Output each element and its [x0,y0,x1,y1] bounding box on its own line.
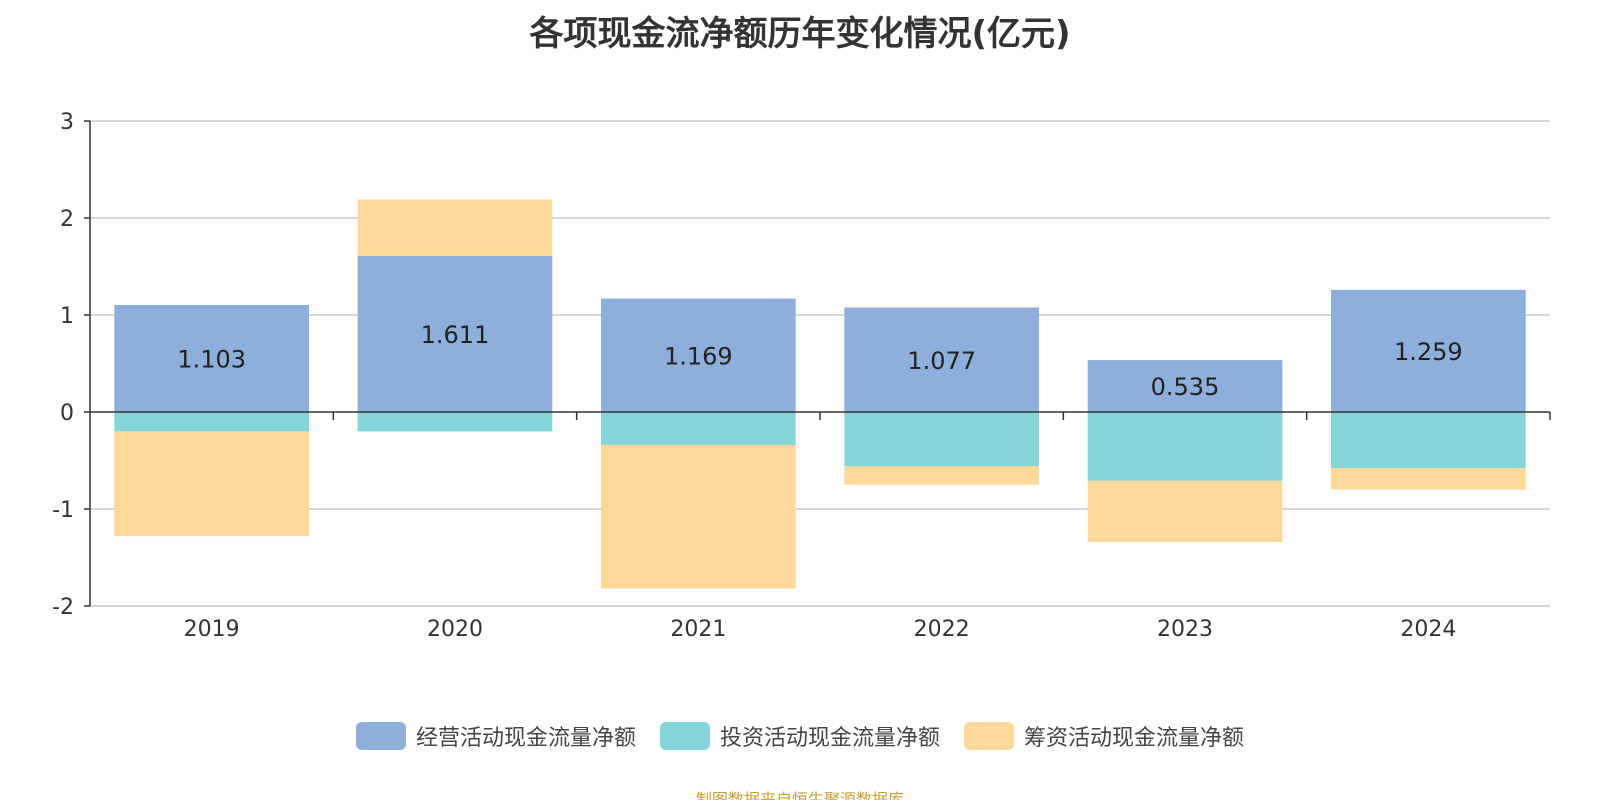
data-label-2023: 0.535 [1151,373,1220,401]
bar-operating-2024 [1331,289,1526,412]
chart-legend: 经营活动现金流量净额 投资活动现金流量净额 筹资活动现金流量净额 [0,720,1600,752]
axis-layer: 3 2 1 0 -1 -2 2019 2020 2021 2022 2023 2024 [52,110,1551,642]
legend-item-financing[interactable]: 筹资活动现金流量净额 [964,720,1244,752]
bar-operating-2019 [114,305,309,412]
y-tick-label: -1 [52,498,74,523]
bar-operating-2022 [844,307,1039,412]
x-tick-label: 2023 [1157,617,1213,642]
y-tick-label: 2 [60,207,74,232]
legend-swatch [964,722,1014,750]
legend-swatch [659,722,710,750]
source-note: 制图数据来自恒生聚源数据库 [695,790,904,800]
data-label-2024: 1.259 [1394,338,1463,366]
grid-layer [90,120,1550,607]
bar-operating-2023 [1087,360,1283,412]
bar-financing-2022 [844,466,1039,485]
bar-financing-2024 [1331,468,1526,490]
y-tick-label: 3 [60,110,74,135]
x-tick-label: 2019 [184,617,240,642]
bar-investing-2023 [1087,412,1283,481]
x-tick-label: 2020 [427,617,483,642]
y-tick-label: 1 [60,304,74,329]
legend-label: 经营活动现金流量净额 [415,726,636,751]
bar-financing-2019 [114,431,309,537]
bar-investing-2024 [1331,412,1526,469]
bar-investing-2020 [357,412,553,432]
y-tick-label: 0 [60,401,74,426]
data-label-2022: 1.077 [907,347,976,375]
bar-financing-2020 [357,199,553,256]
bar-operating-2021 [601,298,796,412]
bar-financing-2021 [601,444,796,589]
labels-layer: 1.103 1.611 1.169 1.077 0.535 1.259 [177,321,1462,401]
legend-item-operating[interactable]: 经营活动现金流量净额 [355,720,636,752]
legend-label: 筹资活动现金流量净额 [1024,726,1245,751]
bar-investing-2021 [601,412,796,445]
legend-label: 投资活动现金流量净额 [719,726,940,751]
bars-layer [114,199,1526,589]
x-tick-label: 2021 [670,617,726,642]
x-tick-label: 2024 [1400,617,1456,642]
bar-financing-2023 [1087,480,1283,542]
bar-investing-2022 [844,412,1039,467]
data-label-2021: 1.169 [664,342,733,370]
bar-operating-2020 [357,255,553,412]
data-label-2020: 1.611 [421,321,490,349]
legend-swatch [355,722,406,750]
bar-investing-2019 [114,412,309,432]
x-tick-label: 2022 [914,617,970,642]
chart-title: 各项现金流净额历年变化情况(亿元) [529,14,1071,54]
y-tick-label: -2 [52,595,74,620]
data-label-2019: 1.103 [177,346,246,374]
legend-item-investing[interactable]: 投资活动现金流量净额 [659,720,940,752]
